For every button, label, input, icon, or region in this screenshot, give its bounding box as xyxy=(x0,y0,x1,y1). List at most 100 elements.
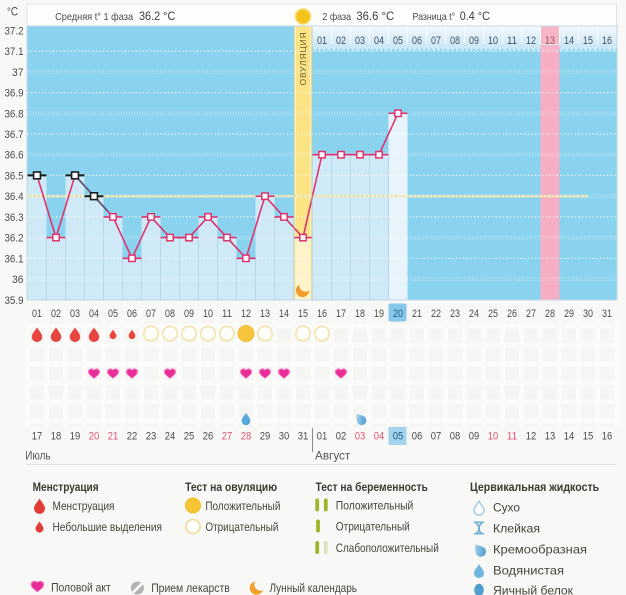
svg-text:37.1: 37.1 xyxy=(5,46,24,58)
svg-text:06: 06 xyxy=(412,35,422,47)
svg-text:36.5: 36.5 xyxy=(5,170,24,182)
svg-text:Менструация: Менструация xyxy=(33,480,99,494)
svg-text:11: 11 xyxy=(507,431,518,443)
svg-text:2 фаза: 2 фаза xyxy=(322,11,351,23)
svg-text:11: 11 xyxy=(222,308,232,320)
svg-text:02: 02 xyxy=(336,35,346,47)
svg-text:19: 19 xyxy=(374,308,384,320)
svg-text:13: 13 xyxy=(260,308,270,320)
svg-text:26: 26 xyxy=(507,308,517,320)
svg-text:36.2: 36.2 xyxy=(5,233,24,245)
svg-text:25: 25 xyxy=(184,431,195,443)
svg-text:26: 26 xyxy=(203,431,214,443)
svg-text:31: 31 xyxy=(602,308,612,320)
svg-text:Положительный: Положительный xyxy=(205,499,280,513)
svg-text:0.4 °C: 0.4 °C xyxy=(460,11,490,23)
svg-text:16: 16 xyxy=(317,308,327,320)
svg-text:08: 08 xyxy=(450,35,460,47)
svg-text:14: 14 xyxy=(564,431,575,443)
svg-text:04: 04 xyxy=(374,35,384,47)
svg-text:23: 23 xyxy=(146,431,157,443)
svg-text:30: 30 xyxy=(279,431,290,443)
svg-text:36.3: 36.3 xyxy=(5,212,24,224)
svg-text:10: 10 xyxy=(488,431,499,443)
svg-text:01: 01 xyxy=(317,431,328,443)
svg-text:36.6: 36.6 xyxy=(5,150,24,162)
svg-text:16: 16 xyxy=(602,431,613,443)
svg-text:Август: Август xyxy=(315,448,351,462)
svg-text:18: 18 xyxy=(355,308,365,320)
svg-text:36: 36 xyxy=(12,274,24,286)
svg-text:02: 02 xyxy=(336,431,347,443)
svg-text:36.9: 36.9 xyxy=(5,88,24,100)
svg-text:09: 09 xyxy=(469,35,479,47)
svg-text:28: 28 xyxy=(545,308,555,320)
svg-text:Половой акт: Половой акт xyxy=(51,581,111,595)
svg-text:18: 18 xyxy=(51,431,62,443)
svg-text:27: 27 xyxy=(526,308,536,320)
svg-text:Тест на овуляцию: Тест на овуляцию xyxy=(185,480,277,494)
svg-text:04: 04 xyxy=(89,308,99,320)
svg-text:03: 03 xyxy=(355,431,366,443)
svg-text:20: 20 xyxy=(393,308,403,320)
svg-text:23: 23 xyxy=(450,308,460,320)
svg-text:Разница t°: Разница t° xyxy=(413,11,456,23)
svg-text:10: 10 xyxy=(203,308,213,320)
svg-text:01: 01 xyxy=(32,308,42,320)
svg-text:07: 07 xyxy=(146,308,156,320)
svg-text:30: 30 xyxy=(583,308,593,320)
svg-text:Кремообразная: Кремообразная xyxy=(493,543,587,557)
svg-text:02: 02 xyxy=(51,308,61,320)
svg-text:36.1: 36.1 xyxy=(5,253,24,265)
svg-text:09: 09 xyxy=(469,431,480,443)
svg-text:08: 08 xyxy=(450,431,461,443)
svg-text:17: 17 xyxy=(32,431,43,443)
svg-text:06: 06 xyxy=(127,308,137,320)
svg-text:36.6 °C: 36.6 °C xyxy=(356,11,394,23)
svg-text:37.2: 37.2 xyxy=(5,25,24,37)
svg-text:Средняя t° 1 фаза: Средняя t° 1 фаза xyxy=(55,11,133,23)
svg-text:03: 03 xyxy=(70,308,80,320)
svg-text:15: 15 xyxy=(298,308,308,320)
svg-text:Лунный календарь: Лунный календарь xyxy=(270,581,358,595)
svg-text:29: 29 xyxy=(260,431,271,443)
svg-text:15: 15 xyxy=(583,35,593,47)
svg-text:21: 21 xyxy=(108,431,119,443)
svg-text:10: 10 xyxy=(488,35,498,47)
svg-text:15: 15 xyxy=(583,431,594,443)
svg-text:25: 25 xyxy=(488,308,498,320)
svg-text:21: 21 xyxy=(412,308,422,320)
svg-text:28: 28 xyxy=(241,431,252,443)
svg-text:03: 03 xyxy=(355,35,365,47)
svg-text:12: 12 xyxy=(241,308,251,320)
svg-text:Положительный: Положительный xyxy=(336,499,414,513)
svg-text:31: 31 xyxy=(298,431,309,443)
svg-text:35.9: 35.9 xyxy=(5,295,24,307)
svg-text:36.7: 36.7 xyxy=(5,129,24,141)
svg-text:Прием лекарств: Прием лекарств xyxy=(151,581,230,595)
svg-text:11: 11 xyxy=(507,35,517,47)
svg-text:12: 12 xyxy=(526,35,536,47)
svg-text:°C: °C xyxy=(7,7,18,19)
svg-text:01: 01 xyxy=(317,35,327,47)
svg-text:Небольшие выделения: Небольшие выделения xyxy=(53,520,163,534)
svg-text:Отрицательный: Отрицательный xyxy=(336,520,410,534)
svg-text:Слабоположительный: Слабоположительный xyxy=(336,541,439,555)
svg-text:Отрицательный: Отрицательный xyxy=(205,520,278,534)
svg-text:09: 09 xyxy=(184,308,194,320)
svg-text:13: 13 xyxy=(545,35,555,47)
svg-text:27: 27 xyxy=(222,431,233,443)
svg-text:Яичный белок: Яичный белок xyxy=(493,583,574,595)
svg-text:12: 12 xyxy=(526,431,537,443)
svg-text:05: 05 xyxy=(393,431,404,443)
svg-text:24: 24 xyxy=(469,308,479,320)
svg-text:04: 04 xyxy=(374,431,385,443)
svg-text:36.4: 36.4 xyxy=(5,191,24,203)
svg-text:ОВУЛЯЦИЯ: ОВУЛЯЦИЯ xyxy=(298,32,308,86)
svg-text:14: 14 xyxy=(279,308,289,320)
svg-text:17: 17 xyxy=(336,308,346,320)
svg-text:Июль: Июль xyxy=(25,448,50,462)
svg-text:Цервикальная жидкость: Цервикальная жидкость xyxy=(470,480,599,494)
svg-text:06: 06 xyxy=(412,431,423,443)
svg-text:14: 14 xyxy=(564,35,574,47)
